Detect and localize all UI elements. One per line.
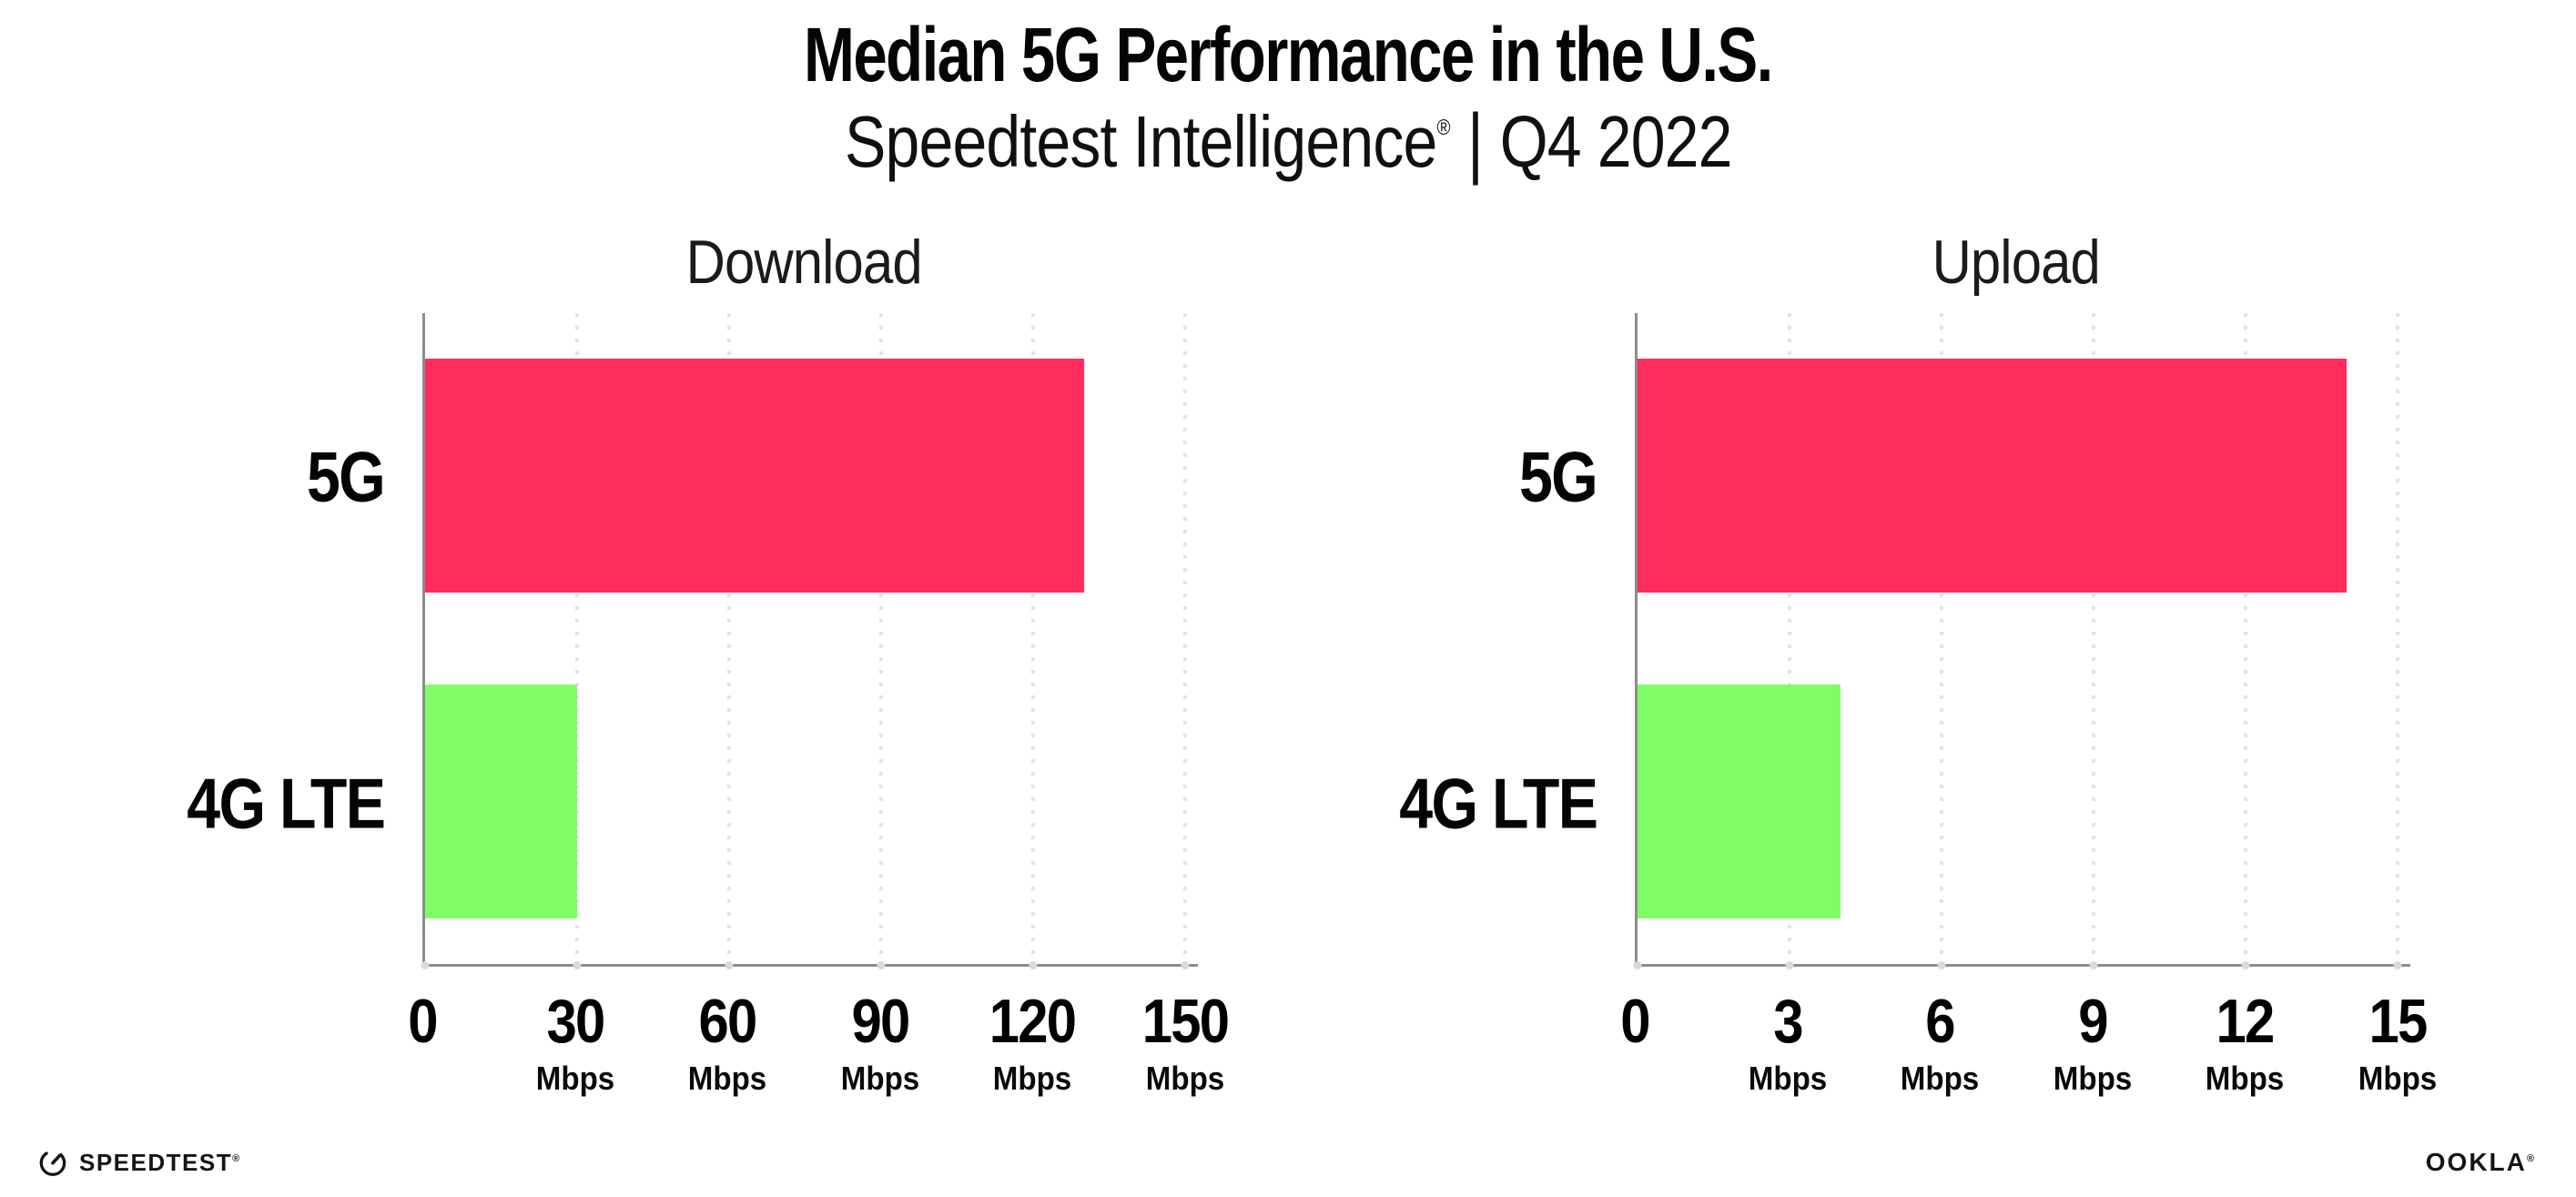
axis-tick-dot — [725, 961, 734, 969]
tick-unit: Mbps — [535, 1060, 614, 1098]
tick-unit: Mbps — [1145, 1060, 1225, 1098]
x-tick: 90 Mbps — [837, 987, 923, 1098]
x-tick: 12 Mbps — [2202, 987, 2287, 1098]
figure-subtitle: Speedtest Intelligence® | Q4 2022 — [0, 97, 2576, 186]
gridline — [2396, 313, 2399, 964]
gridline — [727, 313, 731, 964]
charts-row: Download 5G 4G LTE — [0, 231, 2576, 1143]
tick-number: 12 — [2216, 987, 2276, 1056]
tick-unit: Mbps — [993, 1060, 1072, 1098]
axis-tick-dot — [2089, 961, 2098, 969]
upload-5g-bar — [1638, 359, 2348, 593]
tick-number: 0 — [1620, 987, 1650, 1056]
tick-number: 30 — [546, 987, 605, 1056]
tick-unit: Mbps — [2358, 1060, 2438, 1098]
category-label-5g: 5G — [306, 436, 386, 516]
category-label-4g-lte: 4G LTE — [187, 763, 386, 843]
axis-tick-dot — [1937, 961, 1946, 969]
figure-title-text: Median 5G Performance in the U.S. — [804, 12, 1773, 97]
axis-tick-dot — [1633, 961, 1642, 969]
download-chart: Download 5G 4G LTE — [178, 228, 1230, 1143]
upload-x-axis-ticks: 0 3 Mbps 6 Mbps 9 Mbps 12 Mbps — [1620, 987, 2437, 1143]
gridline — [2244, 313, 2247, 964]
upload-y-axis-labels: 5G 4G LTE — [1391, 313, 1635, 967]
axis-tick-dot — [2241, 961, 2250, 969]
axis-tick-dot — [2393, 961, 2402, 969]
subtitle-period: Q4 2022 — [1499, 101, 1732, 182]
figure-title: Median 5G Performance in the U.S. — [0, 16, 2576, 93]
tick-unit: Mbps — [1900, 1060, 1980, 1098]
tick-unit: Mbps — [840, 1060, 920, 1098]
upload-chart: Upload 5G 4G LTE — [1391, 228, 2437, 1143]
gridline — [1031, 313, 1035, 964]
upload-plot-area — [1633, 313, 2410, 969]
tick-number: 15 — [2368, 987, 2428, 1056]
x-tick: 30 Mbps — [532, 987, 618, 1098]
category-label-4g-lte: 4G LTE — [1399, 763, 1598, 843]
x-tick: 60 Mbps — [685, 987, 770, 1098]
ookla-wordmark: OOKLA® — [2425, 1148, 2536, 1176]
tick-number: 60 — [698, 987, 758, 1056]
speedtest-logo: SPEEDTEST® — [38, 1148, 241, 1177]
x-tick: 9 Mbps — [2050, 987, 2135, 1098]
category-label-5g: 5G — [1518, 436, 1598, 516]
download-chart-title: Download — [685, 228, 922, 297]
download-plot-area — [421, 313, 1198, 969]
tick-number: 3 — [1772, 987, 1803, 1056]
tick-number: 150 — [1141, 987, 1230, 1056]
tick-unit: Mbps — [2206, 1060, 2285, 1098]
figure-footer: SPEEDTEST® OOKLA® — [38, 1148, 2536, 1177]
speedtest-wordmark: SPEEDTEST® — [79, 1148, 241, 1176]
axis-tick-dot — [1029, 961, 1038, 969]
tick-number: 9 — [2078, 987, 2108, 1056]
gridline — [1788, 313, 1791, 964]
registered-mark: ® — [2526, 1153, 2536, 1165]
x-tick: 0 — [406, 987, 439, 1062]
download-5g-bar — [425, 359, 1084, 593]
upload-4g-lte-bar — [1638, 684, 1841, 918]
tick-unit: Mbps — [2053, 1060, 2133, 1098]
upload-chart-title: Upload — [1932, 228, 2101, 297]
axis-tick-dot — [421, 961, 430, 969]
x-tick: 15 Mbps — [2355, 987, 2440, 1098]
gridline — [2092, 313, 2095, 964]
gridline — [1940, 313, 1943, 964]
download-x-axis-ticks: 0 30 Mbps 60 Mbps 90 Mbps 120 Mbps — [408, 987, 1230, 1143]
figure-header: Median 5G Performance in the U.S. Speedt… — [0, 0, 2576, 186]
axis-tick-dot — [1181, 961, 1190, 969]
registered-mark: ® — [232, 1152, 241, 1164]
subtitle-brand: Speedtest Intelligence — [844, 101, 1437, 182]
download-4g-lte-bar — [425, 684, 577, 918]
speedtest-gauge-icon — [39, 1150, 66, 1176]
axis-tick-dot — [877, 961, 886, 969]
tick-unit: Mbps — [1748, 1060, 1827, 1098]
tick-number: 6 — [1925, 987, 1955, 1056]
x-tick: 150 Mbps — [1136, 987, 1233, 1098]
gridline — [575, 313, 579, 964]
x-tick: 120 Mbps — [984, 987, 1081, 1098]
x-tick: 6 Mbps — [1897, 987, 1983, 1098]
tick-number: 90 — [851, 987, 910, 1056]
axis-tick-dot — [573, 961, 582, 969]
download-y-axis-labels: 5G 4G LTE — [178, 313, 422, 967]
tick-number: 0 — [408, 987, 438, 1056]
x-tick: 0 — [1618, 987, 1651, 1062]
x-tick: 3 Mbps — [1745, 987, 1831, 1098]
registered-mark: ® — [1436, 116, 1451, 141]
gridline — [879, 313, 883, 964]
subtitle-separator: | — [1466, 97, 1484, 186]
axis-tick-dot — [1785, 961, 1794, 969]
tick-unit: Mbps — [687, 1060, 767, 1098]
tick-number: 120 — [989, 987, 1077, 1056]
gridline — [1183, 313, 1187, 964]
